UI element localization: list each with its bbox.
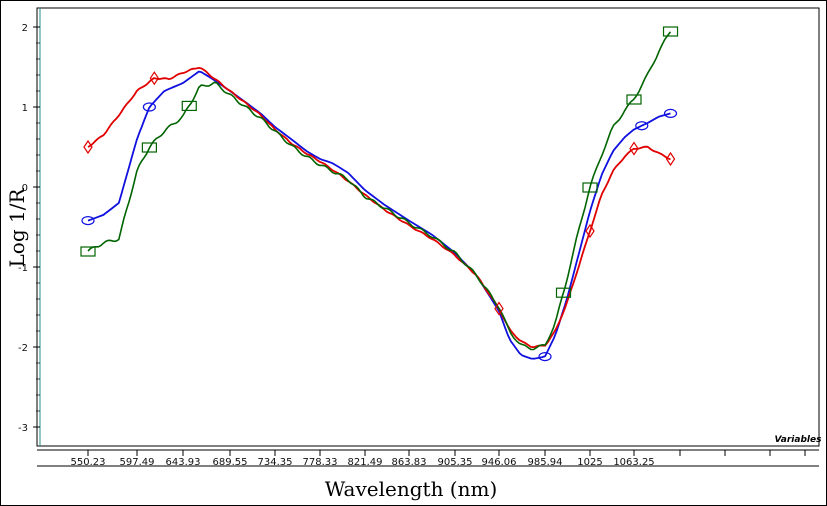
x-tick-label: 643.93 <box>166 457 201 468</box>
series-line <box>87 66 671 349</box>
diamond-marker <box>665 151 676 167</box>
plot-area <box>36 7 820 447</box>
square-marker <box>582 182 598 193</box>
y-tick-label: 0 <box>22 183 28 194</box>
x-tick-label: 821.49 <box>348 457 383 468</box>
square-marker <box>662 26 679 37</box>
x-tick-label: 550.23 <box>71 457 106 468</box>
circle-marker <box>538 352 552 362</box>
diamond-marker <box>585 223 595 239</box>
y-tick-label: 2 <box>22 23 28 34</box>
series-line <box>87 31 672 351</box>
y-axis-title: Log 1/R <box>5 188 29 268</box>
diamond-marker <box>494 301 504 316</box>
variables-label: Variables <box>775 435 823 445</box>
square-marker <box>181 100 197 112</box>
diamond-marker <box>83 139 93 155</box>
x-tick-label: 985.94 <box>528 457 563 468</box>
x-tick-label: 946.06 <box>482 457 517 468</box>
diamond-marker <box>149 71 160 86</box>
y-tick-label: -1 <box>18 263 28 274</box>
circle-marker <box>635 121 649 131</box>
y-tick-label: -3 <box>18 423 28 434</box>
x-tick-label: 689.55 <box>213 457 248 468</box>
x-tick-label: 863.83 <box>392 457 427 468</box>
x-tick-label: 734.35 <box>258 457 293 468</box>
square-marker <box>141 142 157 153</box>
series-line <box>87 70 671 360</box>
x-tick-label: 597.49 <box>120 457 155 468</box>
circle-marker <box>663 108 678 119</box>
x-tick-label: 1063.25 <box>613 457 654 468</box>
square-marker <box>626 94 642 105</box>
x-tick-label: 1025 <box>577 457 602 468</box>
circle-marker <box>142 102 156 112</box>
x-tick-label: 905.35 <box>438 457 473 468</box>
x-axis-title: Wavelength (nm) <box>325 477 498 501</box>
y-tick-label: -2 <box>18 343 28 354</box>
square-marker <box>80 246 96 257</box>
circle-marker <box>81 216 95 226</box>
diamond-marker <box>629 141 639 156</box>
x-tick-label: 778.33 <box>303 457 338 468</box>
square-marker <box>555 287 572 298</box>
y-tick-label: 1 <box>22 103 28 114</box>
